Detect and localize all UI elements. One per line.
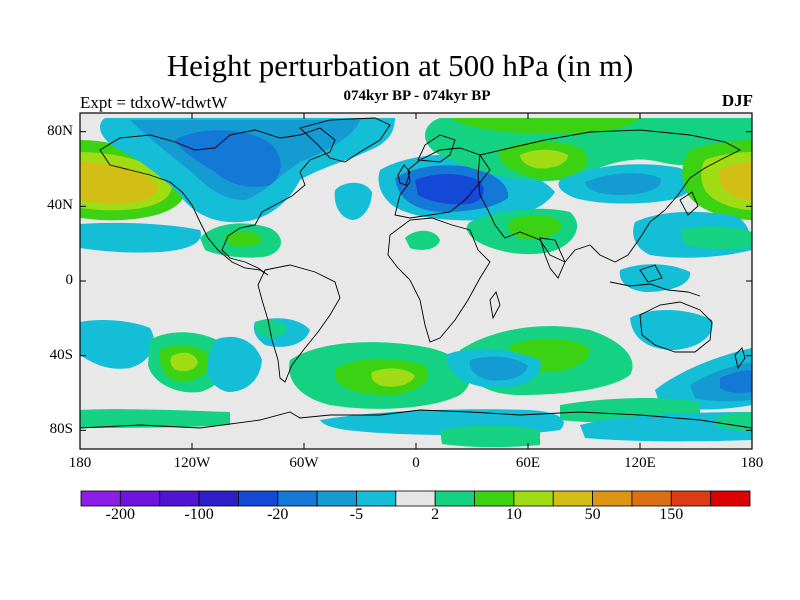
- anomaly-region-sw-pacific: [80, 320, 154, 369]
- colorbar-swatch: [474, 490, 515, 507]
- anomaly-region-arctic-top: [450, 118, 640, 134]
- coastline-greenland: [299, 117, 391, 163]
- anomaly-region-mid-atlantic: [334, 182, 372, 220]
- coastline-australia: [639, 301, 713, 353]
- coastlines: [80, 117, 752, 429]
- experiment-label: Expt = tdxoW-tdwtW: [80, 93, 228, 112]
- lon-label: 60E: [515, 455, 541, 471]
- colorbar-swatch: [434, 490, 475, 507]
- coastline-indonesia: [609, 281, 701, 297]
- colorbar-label: 2: [431, 506, 440, 523]
- anomaly-region-north-america-core: [175, 130, 281, 187]
- coastline-india: [539, 237, 566, 279]
- lon-label: 180: [68, 455, 92, 471]
- anomaly-region-south-america-pos: [255, 320, 288, 338]
- lat-label: 0: [65, 272, 74, 288]
- colorbar-label: -20: [267, 506, 289, 523]
- anomaly-region-antarctic-pos-west: [440, 425, 540, 448]
- lat-label: 80N: [47, 122, 73, 139]
- anomaly-region-se-pacific: [207, 336, 262, 392]
- anomaly-region-australia: [630, 309, 713, 350]
- colorbar-swatch: [316, 490, 357, 507]
- colorbar-swatch: [80, 490, 121, 507]
- colorbar-label: -5: [349, 506, 364, 523]
- colorbar-swatch: [592, 490, 633, 507]
- colorbar-swatch: [513, 490, 554, 507]
- lat-label: 40N: [47, 197, 73, 214]
- coastline-scandinavia: [417, 134, 456, 163]
- axis-ticks: [79, 113, 753, 449]
- lon-label: 120W: [173, 455, 211, 471]
- colorbar-swatch: [198, 490, 239, 507]
- colorbar-swatch: [710, 490, 751, 507]
- colorbar-label: -200: [105, 506, 135, 523]
- colorbar-swatch: [238, 490, 279, 507]
- lat-label: 80S: [49, 421, 73, 438]
- anomaly-region-indian-neg-core: [469, 356, 528, 381]
- lon-label: 0: [412, 455, 420, 471]
- plot-subtitle: 074kyr BP - 074kyr BP: [343, 88, 491, 104]
- anomaly-region-europe-core: [415, 174, 484, 205]
- anomaly-region-west-pacific-green: [680, 226, 752, 250]
- colorbar-swatch: [356, 490, 397, 507]
- lat-label: 40S: [49, 346, 73, 363]
- anomaly-field: [80, 117, 752, 448]
- colorbar-swatch: [119, 490, 161, 507]
- anomaly-region-southern-band: [80, 409, 230, 428]
- anomaly-region-antarctic-neg-east: [580, 412, 752, 442]
- lon-label: 180: [740, 455, 764, 471]
- coastline-madagascar: [489, 291, 501, 320]
- anomaly-region-caribbean-core: [225, 231, 262, 247]
- anomaly-region-siberia-core: [520, 149, 568, 169]
- anomaly-region-west-africa: [405, 230, 440, 250]
- anomaly-region-subtropical-npac: [80, 222, 201, 253]
- plot-title: Height perturbation at 500 hPa (in m): [166, 48, 634, 83]
- coastline-south-america: [257, 264, 341, 383]
- colorbar-swatch: [552, 490, 593, 507]
- coastline-asia: [477, 129, 741, 263]
- anomaly-region-south-pacific-core: [170, 352, 198, 372]
- coastline-borneo: [639, 264, 663, 283]
- coastline-africa: [387, 217, 491, 343]
- colorbar-label: 10: [505, 506, 522, 523]
- colorbar-swatch: [395, 490, 436, 507]
- lon-label: 120E: [624, 455, 656, 471]
- colorbar-label: 50: [584, 506, 601, 523]
- colorbar-swatch: [277, 490, 318, 507]
- coastline-antarctica: [80, 409, 752, 429]
- coastline-japan: [679, 191, 699, 216]
- anomaly-region-south-pacific-east-core: [720, 370, 752, 393]
- colorbar-label: 150: [659, 506, 684, 523]
- coastline-uk: [397, 164, 411, 186]
- lon-label: 60W: [289, 455, 319, 471]
- season-label: DJF: [721, 91, 753, 110]
- coastline-new-zealand: [734, 347, 746, 370]
- anomaly-region-central-asia-core: [508, 215, 562, 240]
- colorbar: [80, 490, 751, 507]
- anomaly-region-south-atlantic-core: [371, 368, 415, 387]
- colorbar-swatch: [631, 490, 672, 507]
- anomaly-region-east-asia-core: [585, 173, 661, 195]
- coastline-north-america: [99, 127, 336, 276]
- colorbar-label: -100: [184, 506, 214, 523]
- colorbar-swatch: [670, 490, 712, 507]
- anomaly-region-npac-east-core: [719, 162, 752, 200]
- colorbar-swatch: [159, 490, 200, 507]
